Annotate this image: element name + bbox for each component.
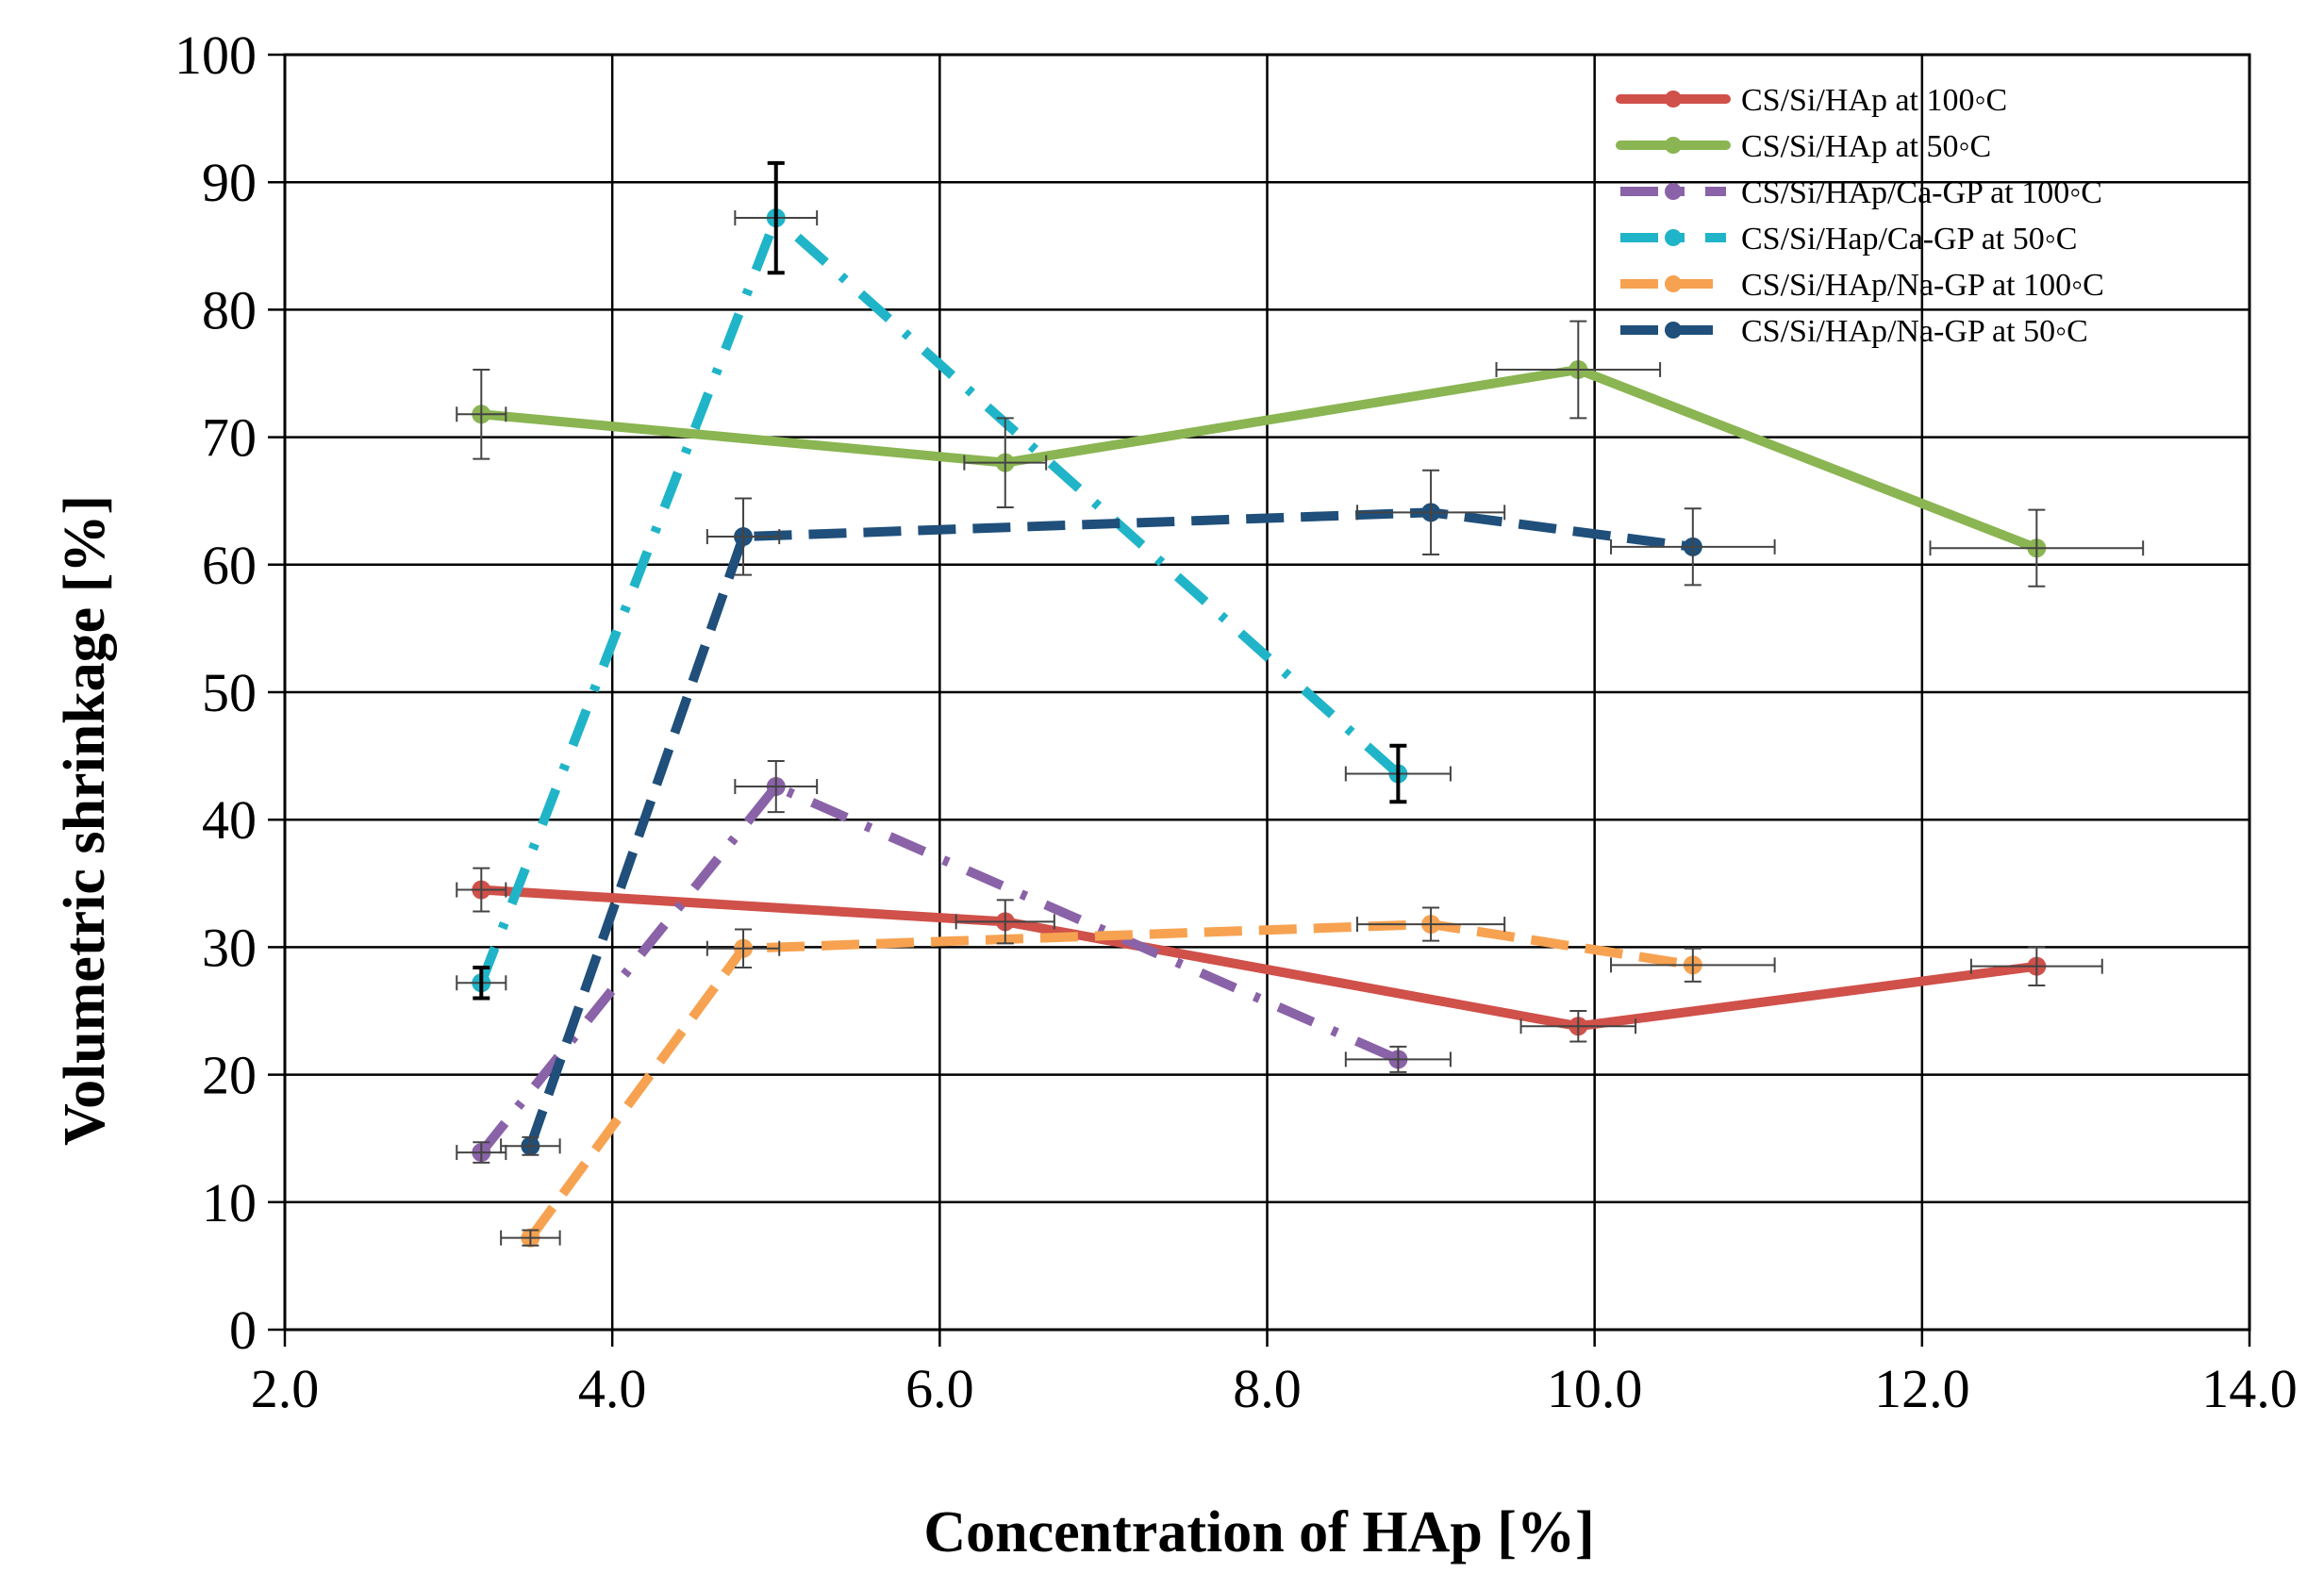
- legend-swatch-marker: [1665, 137, 1682, 154]
- x-tick-label: 2.0: [251, 1358, 320, 1419]
- error-bars: [456, 160, 2145, 1247]
- legend-label: CS/Si/Hap/Ca-GP at 50◦C: [1741, 222, 2078, 257]
- series-line: [525, 507, 1694, 1148]
- legend-swatch-marker: [1665, 275, 1682, 292]
- series-line: [526, 919, 1694, 1241]
- legend-swatch-marker: [1665, 91, 1682, 108]
- x-tick-label: 4.0: [578, 1358, 647, 1419]
- x-tick-label: 8.0: [1233, 1358, 1302, 1419]
- tick-labels: 0 10 20 30 40 50 60 70 80 90 100 2.0 4.0 6.0 8.0 10.0 12…: [174, 25, 2298, 1419]
- series-5: [521, 915, 1702, 1248]
- y-tick-label: 80: [202, 279, 257, 340]
- grid: [268, 53, 2251, 1347]
- legend-label: CS/Si/HAp/Ca-GP at 100◦C: [1741, 175, 2102, 210]
- y-tick-label: 90: [202, 152, 257, 213]
- y-tick-label: 20: [202, 1045, 257, 1106]
- y-tick-label: 60: [202, 535, 257, 596]
- plot-frame: [283, 53, 2251, 1332]
- y-tick-label: 10: [202, 1172, 257, 1233]
- y-tick-label: 100: [174, 25, 257, 86]
- x-tick-label: 14.0: [2201, 1358, 2298, 1419]
- legend-label: CS/Si/HAp/Na-GP at 100◦C: [1741, 268, 2104, 303]
- series-line: [476, 213, 1402, 985]
- legend-label: CS/Si/HAp at 50◦C: [1741, 129, 1991, 164]
- y-tick-label: 50: [202, 662, 257, 723]
- y-tick-label: 30: [202, 917, 257, 978]
- series-1: [472, 880, 2047, 1036]
- legend: CS/Si/HAp at 100◦C CS/Si/HAp at 50◦C CS/Si…: [1616, 83, 2104, 349]
- legend-swatch-marker: [1665, 183, 1682, 200]
- legend-label: CS/Si/HAp/Na-GP at 50◦C: [1741, 314, 2088, 349]
- legend-swatch-marker: [1665, 229, 1682, 246]
- y-axis-title: Volumetric shrinkage [%]: [53, 495, 117, 1146]
- x-tick-label: 6.0: [905, 1358, 974, 1419]
- y-tick-label: 0: [229, 1299, 257, 1361]
- y-tick-label: 40: [202, 789, 257, 851]
- x-axis-title: Concentration of HAp [%]: [923, 1500, 1594, 1564]
- series-line: [476, 364, 2042, 554]
- series-2: [472, 359, 2047, 558]
- y-tick-label: 70: [202, 407, 257, 469]
- legend-swatch-marker: [1665, 322, 1682, 339]
- series-line: [476, 885, 2042, 1032]
- x-tick-label: 10.0: [1547, 1358, 1643, 1419]
- x-tick-label: 12.0: [1874, 1358, 1970, 1419]
- legend-label: CS/Si/HAp at 100◦C: [1741, 83, 2007, 118]
- series-group: [472, 208, 2047, 1248]
- series-6: [521, 503, 1702, 1156]
